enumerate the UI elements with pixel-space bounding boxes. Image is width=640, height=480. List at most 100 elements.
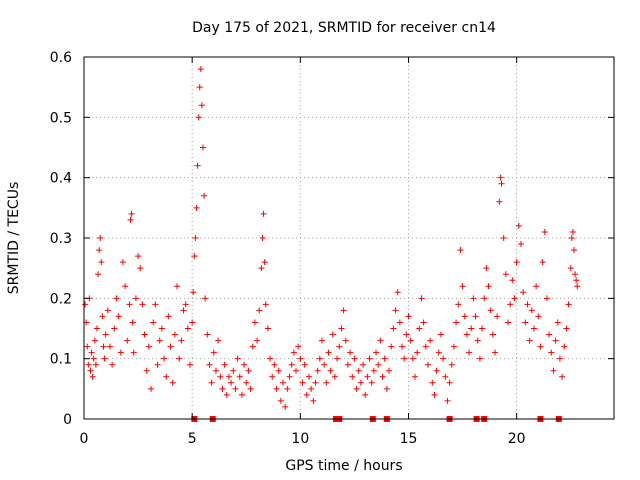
data-point (202, 295, 209, 302)
data-point (234, 355, 241, 362)
data-point (446, 379, 453, 386)
data-point (106, 343, 113, 350)
data-point (152, 301, 159, 308)
data-point (370, 367, 377, 374)
data-point (139, 301, 146, 308)
data-point (127, 216, 134, 223)
data-point (196, 84, 203, 91)
data-point (217, 373, 224, 380)
data-point (97, 235, 104, 241)
data-point (129, 319, 136, 326)
data-point (530, 325, 537, 332)
data-point (556, 355, 563, 362)
data-point (355, 367, 362, 374)
data-point (429, 379, 436, 386)
data-point (492, 349, 499, 356)
data-point (145, 343, 152, 350)
data-point (513, 259, 520, 266)
data-point (414, 349, 421, 356)
data-point (299, 379, 306, 386)
data-point (297, 355, 304, 362)
data-point (310, 397, 317, 404)
data-point (533, 283, 540, 290)
data-point (505, 319, 511, 326)
data-point (424, 361, 431, 368)
data-point (327, 367, 334, 374)
data-point (143, 367, 150, 374)
data-point (312, 379, 319, 386)
data-point (92, 361, 99, 368)
y-tick-label: 0.4 (50, 171, 72, 187)
data-point (357, 379, 364, 386)
data-point (230, 367, 237, 374)
data-point (364, 373, 371, 380)
data-point (260, 210, 267, 217)
data-point (396, 319, 403, 326)
data-point (161, 355, 168, 362)
data-point (275, 367, 282, 374)
data-point (236, 373, 243, 380)
data-point (264, 325, 271, 332)
data-point (301, 361, 308, 368)
data-point (507, 301, 514, 308)
data-point (399, 343, 405, 350)
data-point (485, 283, 492, 290)
data-point (442, 373, 449, 380)
data-point (509, 277, 516, 284)
data-point (238, 391, 245, 398)
data-point (353, 385, 360, 392)
data-point (254, 337, 261, 344)
data-point (360, 361, 367, 368)
data-point (219, 385, 226, 392)
data-point (392, 307, 399, 314)
x-tick-label: 20 (508, 431, 526, 447)
data-point (284, 385, 291, 392)
data-point (247, 385, 254, 392)
data-point (267, 355, 274, 362)
data-point (163, 373, 170, 380)
data-point (91, 337, 98, 344)
data-point (126, 301, 133, 308)
data-point (158, 325, 165, 332)
data-point (271, 361, 278, 368)
data-point (316, 355, 323, 362)
data-point (195, 114, 202, 121)
data-point (517, 241, 524, 248)
data-point (85, 361, 92, 368)
data-point (323, 379, 330, 386)
data-point (119, 259, 126, 266)
data-point (554, 319, 561, 326)
data-point (405, 313, 412, 320)
data-point (277, 397, 284, 404)
data-point (373, 349, 380, 356)
data-point (100, 343, 107, 350)
data-point (494, 313, 501, 320)
data-point (165, 313, 172, 320)
data-point (568, 235, 575, 241)
data-point (225, 373, 232, 380)
data-point (511, 295, 518, 302)
data-point (457, 247, 464, 254)
data-point (137, 265, 144, 272)
data-point (433, 367, 440, 374)
data-point (258, 265, 265, 272)
data-point (148, 385, 155, 392)
data-point (117, 349, 124, 356)
data-point (150, 319, 157, 326)
grid-lines (84, 57, 614, 419)
data-point (182, 301, 189, 308)
data-point (331, 373, 338, 380)
data-point (496, 198, 503, 205)
data-point (318, 337, 325, 344)
data-point (440, 355, 447, 362)
data-point (537, 343, 544, 350)
data-point (282, 403, 289, 410)
axis-ticks (83, 56, 614, 420)
data-point (368, 379, 375, 386)
y-tick-label: 0.5 (50, 110, 72, 126)
data-point (453, 319, 460, 326)
data-point (135, 253, 142, 260)
data-point (303, 391, 310, 398)
data-point (515, 222, 522, 229)
data-point (437, 331, 444, 338)
